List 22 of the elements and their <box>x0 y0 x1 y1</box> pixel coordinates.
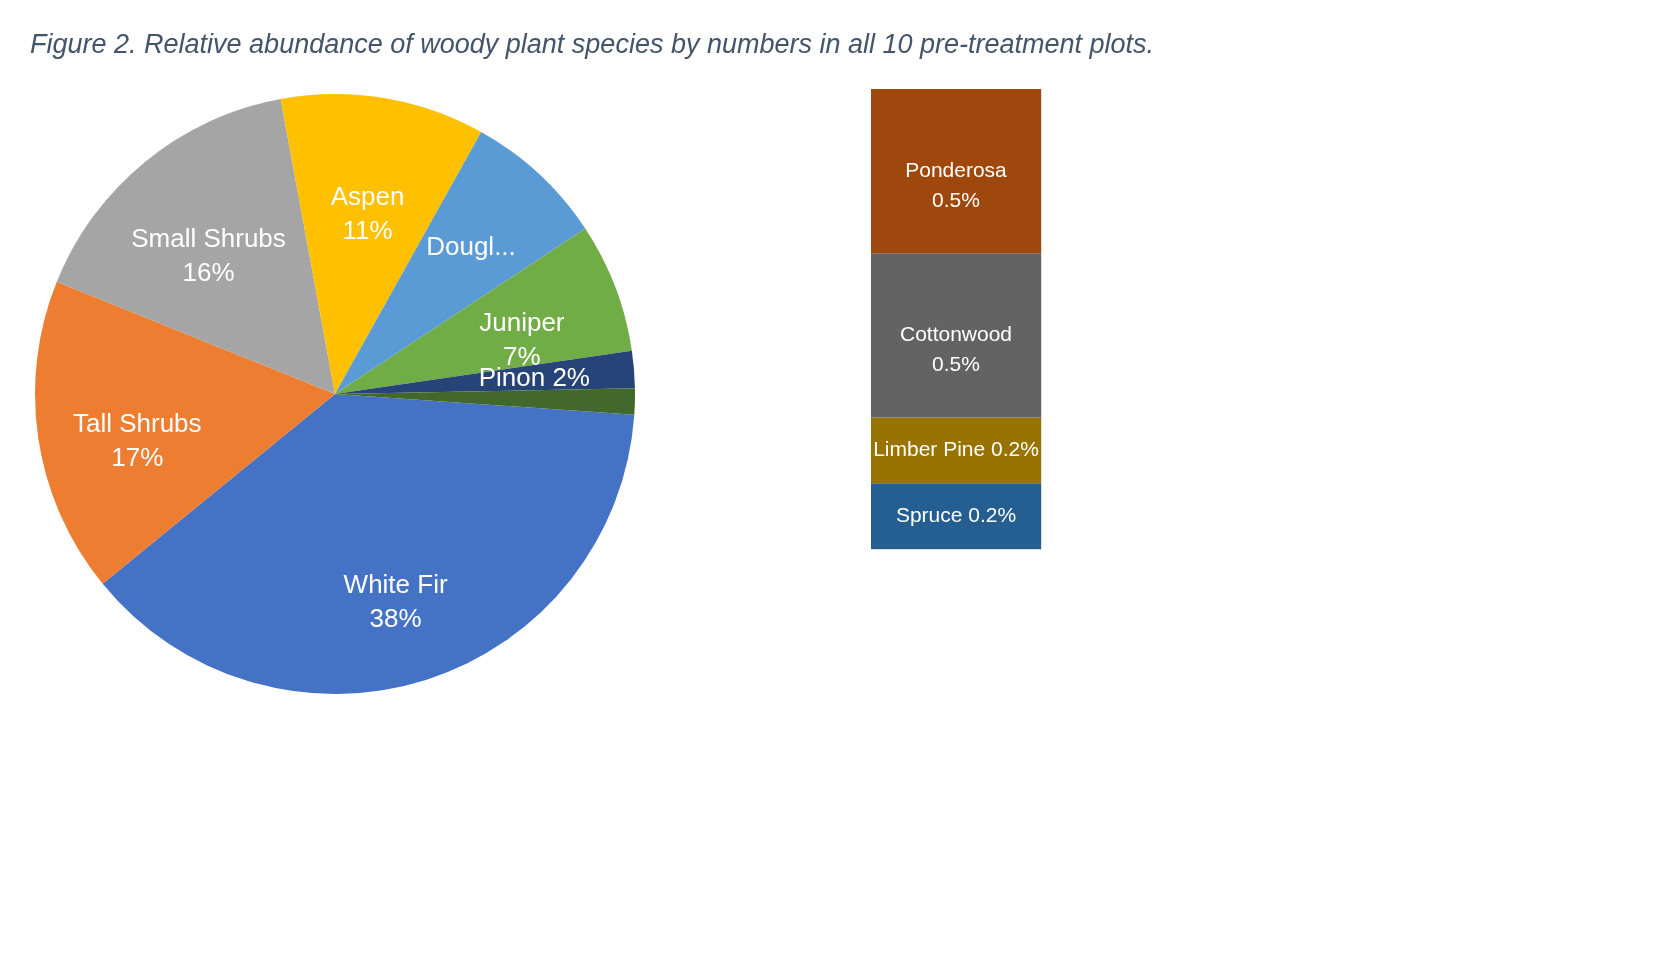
bar <box>871 89 1041 254</box>
slice-label: Tall Shrubs <box>72 408 202 439</box>
data-label: 11% <box>342 214 393 245</box>
slice-label: White Fir <box>343 568 448 599</box>
series-label: Cottonwood <box>899 322 1013 346</box>
text: Limber Pine 0.2% <box>873 437 1039 461</box>
data-label: 0.5% <box>932 352 980 376</box>
data-label: 0.5% <box>932 188 980 212</box>
bar <box>871 483 1041 549</box>
slice-label: Aspen <box>330 180 405 211</box>
data-label: 38% <box>369 602 422 633</box>
slice-label: Small Shrubs <box>131 223 286 254</box>
chart-title: Figure 2. Relative abundance of woody plant species by numbers in all 10 pre-treatment plots. <box>30 28 1155 59</box>
bar <box>871 417 1041 484</box>
slice-label: Dougl... <box>426 231 516 262</box>
data-label: 16% <box>182 257 235 288</box>
pie-slice <box>35 281 335 584</box>
bar <box>871 253 1041 418</box>
text: Spruce 0.2% <box>895 503 1017 527</box>
series-label: Ponderosa <box>905 158 1008 182</box>
slice-label: Juniper <box>479 306 565 337</box>
data-label: 17% <box>111 442 164 473</box>
